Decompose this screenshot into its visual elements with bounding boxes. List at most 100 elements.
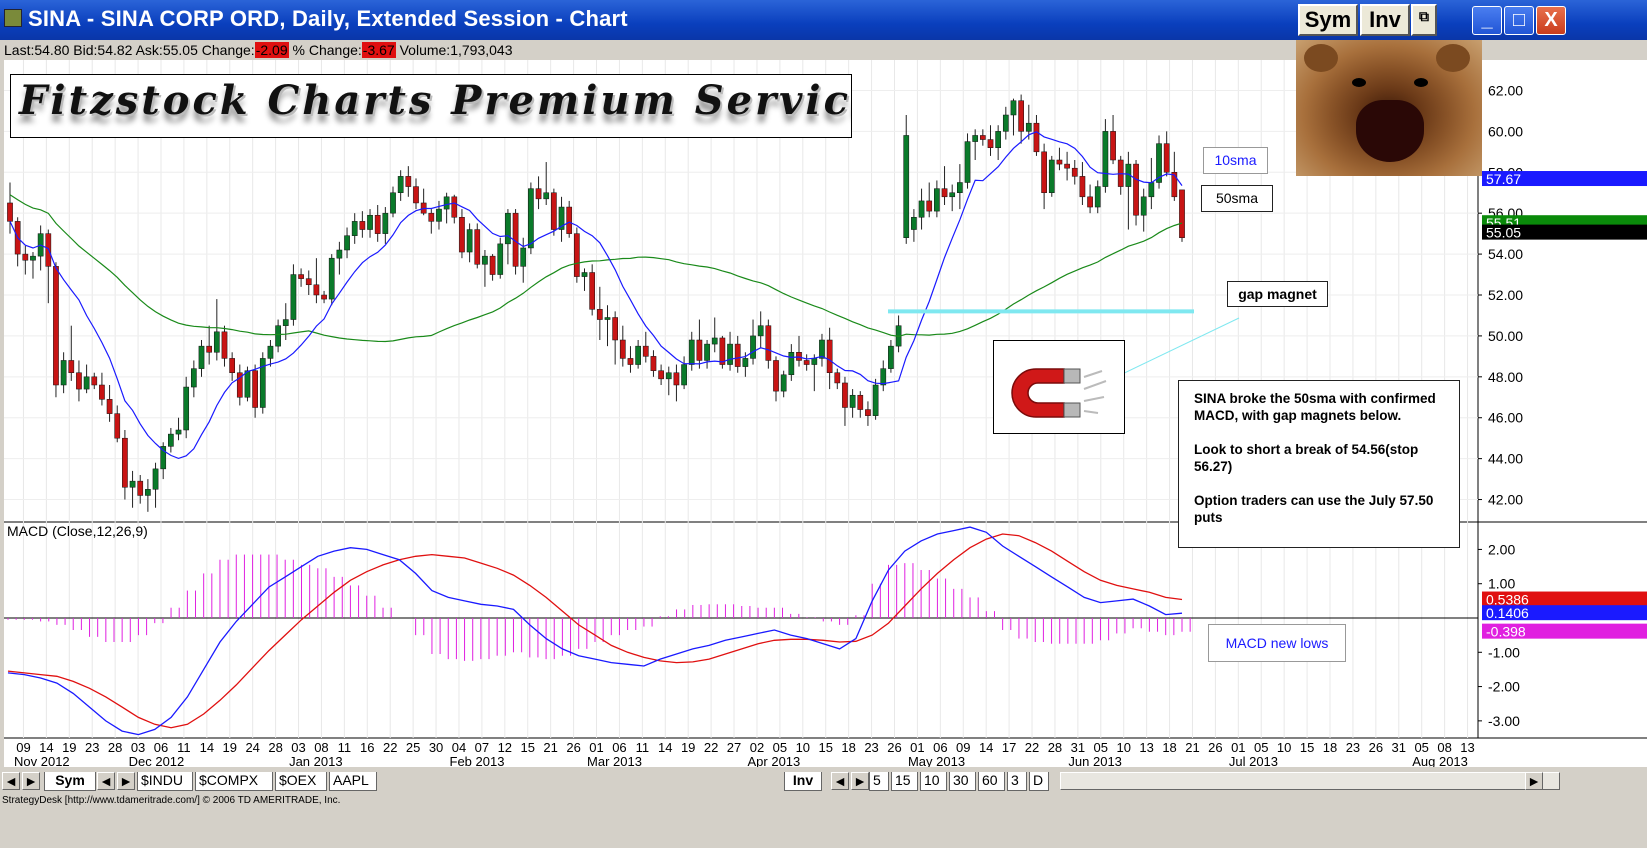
price-tick-label: 50.00 xyxy=(1488,328,1523,344)
date-tick-label: 28 xyxy=(268,740,282,755)
candle-body xyxy=(122,437,128,488)
candle-body xyxy=(543,192,550,200)
interval-tab[interactable]: 60 xyxy=(978,772,1005,791)
date-tick-label: 26 xyxy=(566,740,580,755)
candle xyxy=(382,207,389,244)
candle-body xyxy=(788,352,795,376)
interval-tab[interactable]: 5 xyxy=(869,772,889,791)
symbol-tab[interactable]: $INDU xyxy=(137,772,193,791)
sym-prev-button[interactable]: ◄ xyxy=(97,772,115,790)
sym-tab[interactable]: Sym xyxy=(44,772,96,791)
candle-body xyxy=(566,206,573,234)
candle-body xyxy=(321,294,327,300)
scroll-end-button[interactable]: ► xyxy=(1525,772,1543,790)
candle xyxy=(972,129,979,160)
candle xyxy=(1140,188,1147,232)
horizontal-scrollbar[interactable] xyxy=(1060,772,1560,790)
date-tick-label: 06 xyxy=(612,740,626,755)
candle-body xyxy=(941,188,948,198)
inv-button[interactable]: Inv xyxy=(1360,4,1410,36)
candle xyxy=(443,192,450,224)
candle xyxy=(183,376,190,439)
quote-bar: Last:54.80 Bid:54.82 Ask:55.05 Change:-2… xyxy=(4,41,513,60)
candle-body xyxy=(688,339,695,365)
candle-body xyxy=(1018,100,1024,132)
inv-tab[interactable]: Inv xyxy=(784,772,822,791)
interval-tab[interactable]: 30 xyxy=(949,772,976,791)
symbol-tab[interactable]: AAPL xyxy=(329,772,377,791)
candle-body xyxy=(581,272,588,277)
last-label: Last: xyxy=(4,42,35,58)
date-tick-label: 04 xyxy=(452,740,466,755)
candle-body xyxy=(1140,196,1147,216)
interval-tab[interactable]: 10 xyxy=(920,772,947,791)
candle xyxy=(1002,106,1009,140)
candle-body xyxy=(903,135,910,238)
date-tick-label: 01 xyxy=(1231,740,1245,755)
macd-note: MACD new lows xyxy=(1208,624,1346,662)
candle xyxy=(589,264,596,316)
candle-body xyxy=(987,139,994,148)
candle xyxy=(903,115,910,244)
candle-body xyxy=(911,217,917,230)
interval-tab[interactable]: 15 xyxy=(891,772,918,791)
symbol-tab[interactable]: $COMPX xyxy=(195,772,273,791)
date-tick-label: 28 xyxy=(1048,740,1062,755)
candle xyxy=(1064,151,1070,181)
date-tick-label: 17 xyxy=(1002,740,1016,755)
date-tick-label: 18 xyxy=(1162,740,1176,755)
candle xyxy=(374,205,381,242)
candle-body xyxy=(229,358,235,373)
sym-next-button[interactable]: ► xyxy=(117,772,135,790)
candle-body xyxy=(834,372,841,384)
interval-tab[interactable]: 3 xyxy=(1007,772,1027,791)
detach-icon[interactable]: ⧉ xyxy=(1411,4,1437,36)
candle-body xyxy=(934,188,940,212)
scroll-left-button[interactable]: ◄ xyxy=(2,772,20,790)
month-label: Nov 2012 xyxy=(14,754,70,767)
sym-button[interactable]: Sym xyxy=(1298,4,1358,36)
candle xyxy=(596,286,603,340)
candle-body xyxy=(7,202,13,222)
candle xyxy=(76,360,82,402)
candle-body xyxy=(351,221,358,236)
candle xyxy=(811,354,818,392)
candle-body xyxy=(328,257,335,300)
date-tick-label: 05 xyxy=(1094,740,1108,755)
candle xyxy=(313,258,320,304)
bear-ear-left xyxy=(1304,44,1338,72)
candle-body xyxy=(344,235,350,251)
interval-tab[interactable]: D xyxy=(1029,772,1049,791)
candle-body xyxy=(1041,151,1047,193)
inv-prev-button[interactable]: ◄ xyxy=(831,772,849,790)
candle xyxy=(1102,119,1109,193)
scroll-right-button[interactable]: ► xyxy=(22,772,40,790)
macd-tick-label: 1.00 xyxy=(1488,576,1515,592)
date-tick-label: 18 xyxy=(841,740,855,755)
date-tick-label: 27 xyxy=(727,740,741,755)
candle xyxy=(489,254,496,281)
candle xyxy=(535,176,542,210)
title-bar[interactable]: SINA - SINA CORP ORD, Daily, Extended Se… xyxy=(0,0,1647,40)
minimize-button[interactable]: _ xyxy=(1472,6,1502,35)
maximize-button[interactable]: □ xyxy=(1504,6,1534,35)
candle-body xyxy=(1087,196,1093,208)
inv-next-button[interactable]: ► xyxy=(851,772,869,790)
close-button[interactable]: X xyxy=(1536,6,1566,35)
date-tick-label: 21 xyxy=(543,740,557,755)
month-label: Jul 2013 xyxy=(1229,754,1278,767)
date-tick-label: 14 xyxy=(39,740,53,755)
last-value: 54.80 xyxy=(34,42,70,58)
candle-body xyxy=(658,370,664,380)
bear-mouth xyxy=(1356,100,1424,162)
candle-body xyxy=(106,399,113,414)
candle-body xyxy=(727,343,733,365)
date-tick-label: 02 xyxy=(750,740,764,755)
candle-body xyxy=(397,176,404,193)
candle-body xyxy=(1163,143,1170,173)
candle-body xyxy=(1079,176,1086,198)
candle-body xyxy=(627,358,634,365)
candle xyxy=(160,442,167,480)
symbol-tab[interactable]: $OEX xyxy=(275,772,327,791)
app-icon[interactable] xyxy=(4,9,22,27)
